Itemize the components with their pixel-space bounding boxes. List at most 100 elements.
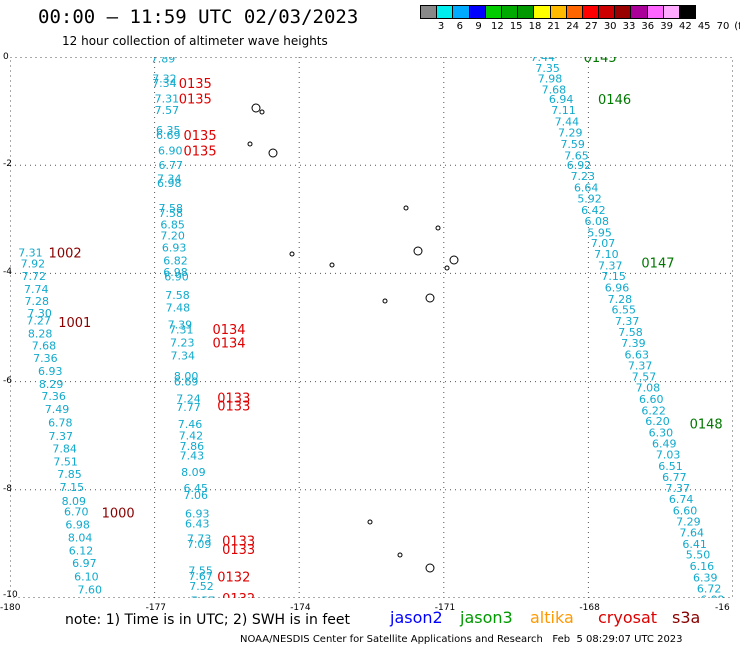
- color-scale-cell: [662, 5, 680, 19]
- pass-number-label: 0135: [184, 129, 217, 144]
- wave-height-value: 7.03: [656, 449, 681, 462]
- y-tick-label: -6: [3, 375, 12, 386]
- color-scale-cell: [500, 5, 519, 19]
- island-outline: [425, 563, 435, 573]
- legend-jason2: jason2: [390, 608, 443, 627]
- wave-height-value: 7.43: [180, 450, 205, 463]
- lat-lon-grid: [10, 57, 733, 598]
- wave-height-value: 7.92: [21, 258, 46, 271]
- pass-number-label: 1000: [102, 507, 135, 522]
- color-scale-cell: [679, 5, 697, 19]
- y-tick-label: -2: [3, 159, 12, 170]
- wave-height-value: 7.65: [564, 149, 589, 162]
- wave-height-value: 6.30: [649, 426, 674, 439]
- island-outline: [268, 148, 278, 158]
- y-tick-label: -10: [3, 590, 18, 600]
- y-tick-label: -4: [3, 267, 12, 278]
- island-outline: [251, 103, 261, 113]
- color-scale-label: 36: [641, 21, 655, 32]
- color-scale-label: 3: [437, 21, 445, 32]
- island-outline: [449, 255, 459, 265]
- wave-height-value: 7.58: [165, 289, 190, 302]
- island-outline: [425, 293, 435, 303]
- pass-labels: 0145014601470148001350135013501350134013…: [49, 57, 723, 598]
- color-scale-cell: [436, 5, 454, 19]
- color-scale-cell: [598, 5, 616, 19]
- wave-height-value: 7.49: [45, 403, 69, 416]
- wave-height-value: 7.34: [152, 77, 177, 90]
- wave-height-value: 7.58: [158, 207, 183, 220]
- wave-height-value: 5.92: [577, 193, 602, 206]
- color-scale-cell: [630, 5, 648, 19]
- wave-height-value: 6.82: [163, 254, 188, 267]
- wave-height-value: 7.11: [551, 104, 576, 117]
- wave-height-value: 6.96: [605, 281, 630, 294]
- wave-height-value: 8.00: [174, 370, 199, 383]
- island-outline: [259, 109, 265, 115]
- wave-height-value: 6.93: [38, 365, 63, 378]
- pass-number-label: 0133: [217, 391, 250, 406]
- wave-height-value: 7.24: [176, 392, 201, 405]
- wave-height-value: 6.98: [163, 266, 188, 279]
- color-scale-cell: [452, 5, 470, 19]
- wave-height-value: 7.73: [187, 532, 212, 545]
- pass-number-label: 0133: [222, 535, 255, 550]
- island-outlines: [247, 103, 459, 573]
- wave-height-value: 7.67: [188, 570, 213, 583]
- wave-height-value: 7.10: [594, 248, 619, 261]
- color-scale-cell: [549, 5, 567, 19]
- wave-height-value: 6.93: [185, 508, 210, 521]
- wave-height-value: 7.39: [621, 337, 646, 350]
- wave-height-value: 7.85: [57, 468, 82, 481]
- wave-height-value: 6.08: [585, 215, 610, 228]
- pass-number-label: 0134: [212, 323, 245, 338]
- island-outline: [435, 225, 441, 231]
- color-scale-label: (ft): [734, 21, 740, 32]
- wave-height-value: 6.72: [697, 582, 722, 595]
- color-scale-label: 39: [660, 21, 673, 32]
- wave-height-value: 5.95: [587, 226, 612, 239]
- wave-height-value: 7.37: [615, 315, 640, 328]
- pass-number-label: 0135: [179, 77, 212, 92]
- island-outline: [329, 262, 335, 268]
- wave-height-value: 7.09: [187, 538, 212, 551]
- wave-height-value: 6.35: [156, 124, 181, 137]
- wave-height-value: 6.16: [690, 560, 715, 573]
- wave-height-value: 6.78: [48, 417, 73, 430]
- wave-height-value: 6.43: [185, 517, 210, 530]
- wave-height-value: 6.85: [160, 219, 185, 232]
- wave-height-value: 7.55: [188, 564, 213, 577]
- wave-height-value: 6.90: [158, 145, 183, 158]
- wave-height-value: 7.60: [77, 583, 102, 596]
- chart-subtitle: 12 hour collection of altimeter wave hei…: [62, 34, 328, 48]
- wave-height-value: 6.94: [549, 93, 574, 106]
- wave-height-value: 5.50: [686, 549, 711, 562]
- wave-height-value: 7.37: [628, 359, 653, 372]
- wave-height-value: 6.98: [157, 177, 182, 190]
- pass-number-label: 0145: [584, 57, 617, 66]
- color-scale-cell: [565, 5, 583, 19]
- footnote: note: 1) Time is in UTC; 2) SWH is in fe…: [65, 612, 351, 628]
- pass-number-label: 0148: [690, 417, 723, 432]
- wave-height-value: 7.23: [170, 337, 195, 350]
- wave-height-value: 7.23: [571, 170, 596, 183]
- wave-height-value: 7.57: [191, 595, 216, 598]
- color-scale-cell: [533, 5, 551, 19]
- color-scale-bar: [420, 5, 697, 19]
- color-scale-label: 42: [679, 21, 692, 32]
- wave-height-value: 6.41: [682, 538, 707, 551]
- wave-height-value: 7.68: [542, 83, 567, 96]
- chart-title: 00:00 – 11:59 UTC 02/03/2023: [38, 6, 359, 28]
- x-tick-label: -180: [0, 603, 21, 613]
- wave-height-value: 7.58: [158, 202, 183, 215]
- wave-height-value: 7.39: [168, 318, 193, 331]
- wave-height-value: 6.60: [673, 504, 698, 517]
- color-scale-label: 33: [622, 21, 636, 32]
- wave-height-value: 7.57: [632, 371, 657, 384]
- y-tick-label: 0: [3, 52, 9, 62]
- island-outline: [382, 298, 388, 304]
- wave-height-value: 8.09: [181, 466, 206, 479]
- wave-height-value: 6.10: [74, 570, 99, 583]
- wave-height-value: 7.57: [155, 104, 180, 117]
